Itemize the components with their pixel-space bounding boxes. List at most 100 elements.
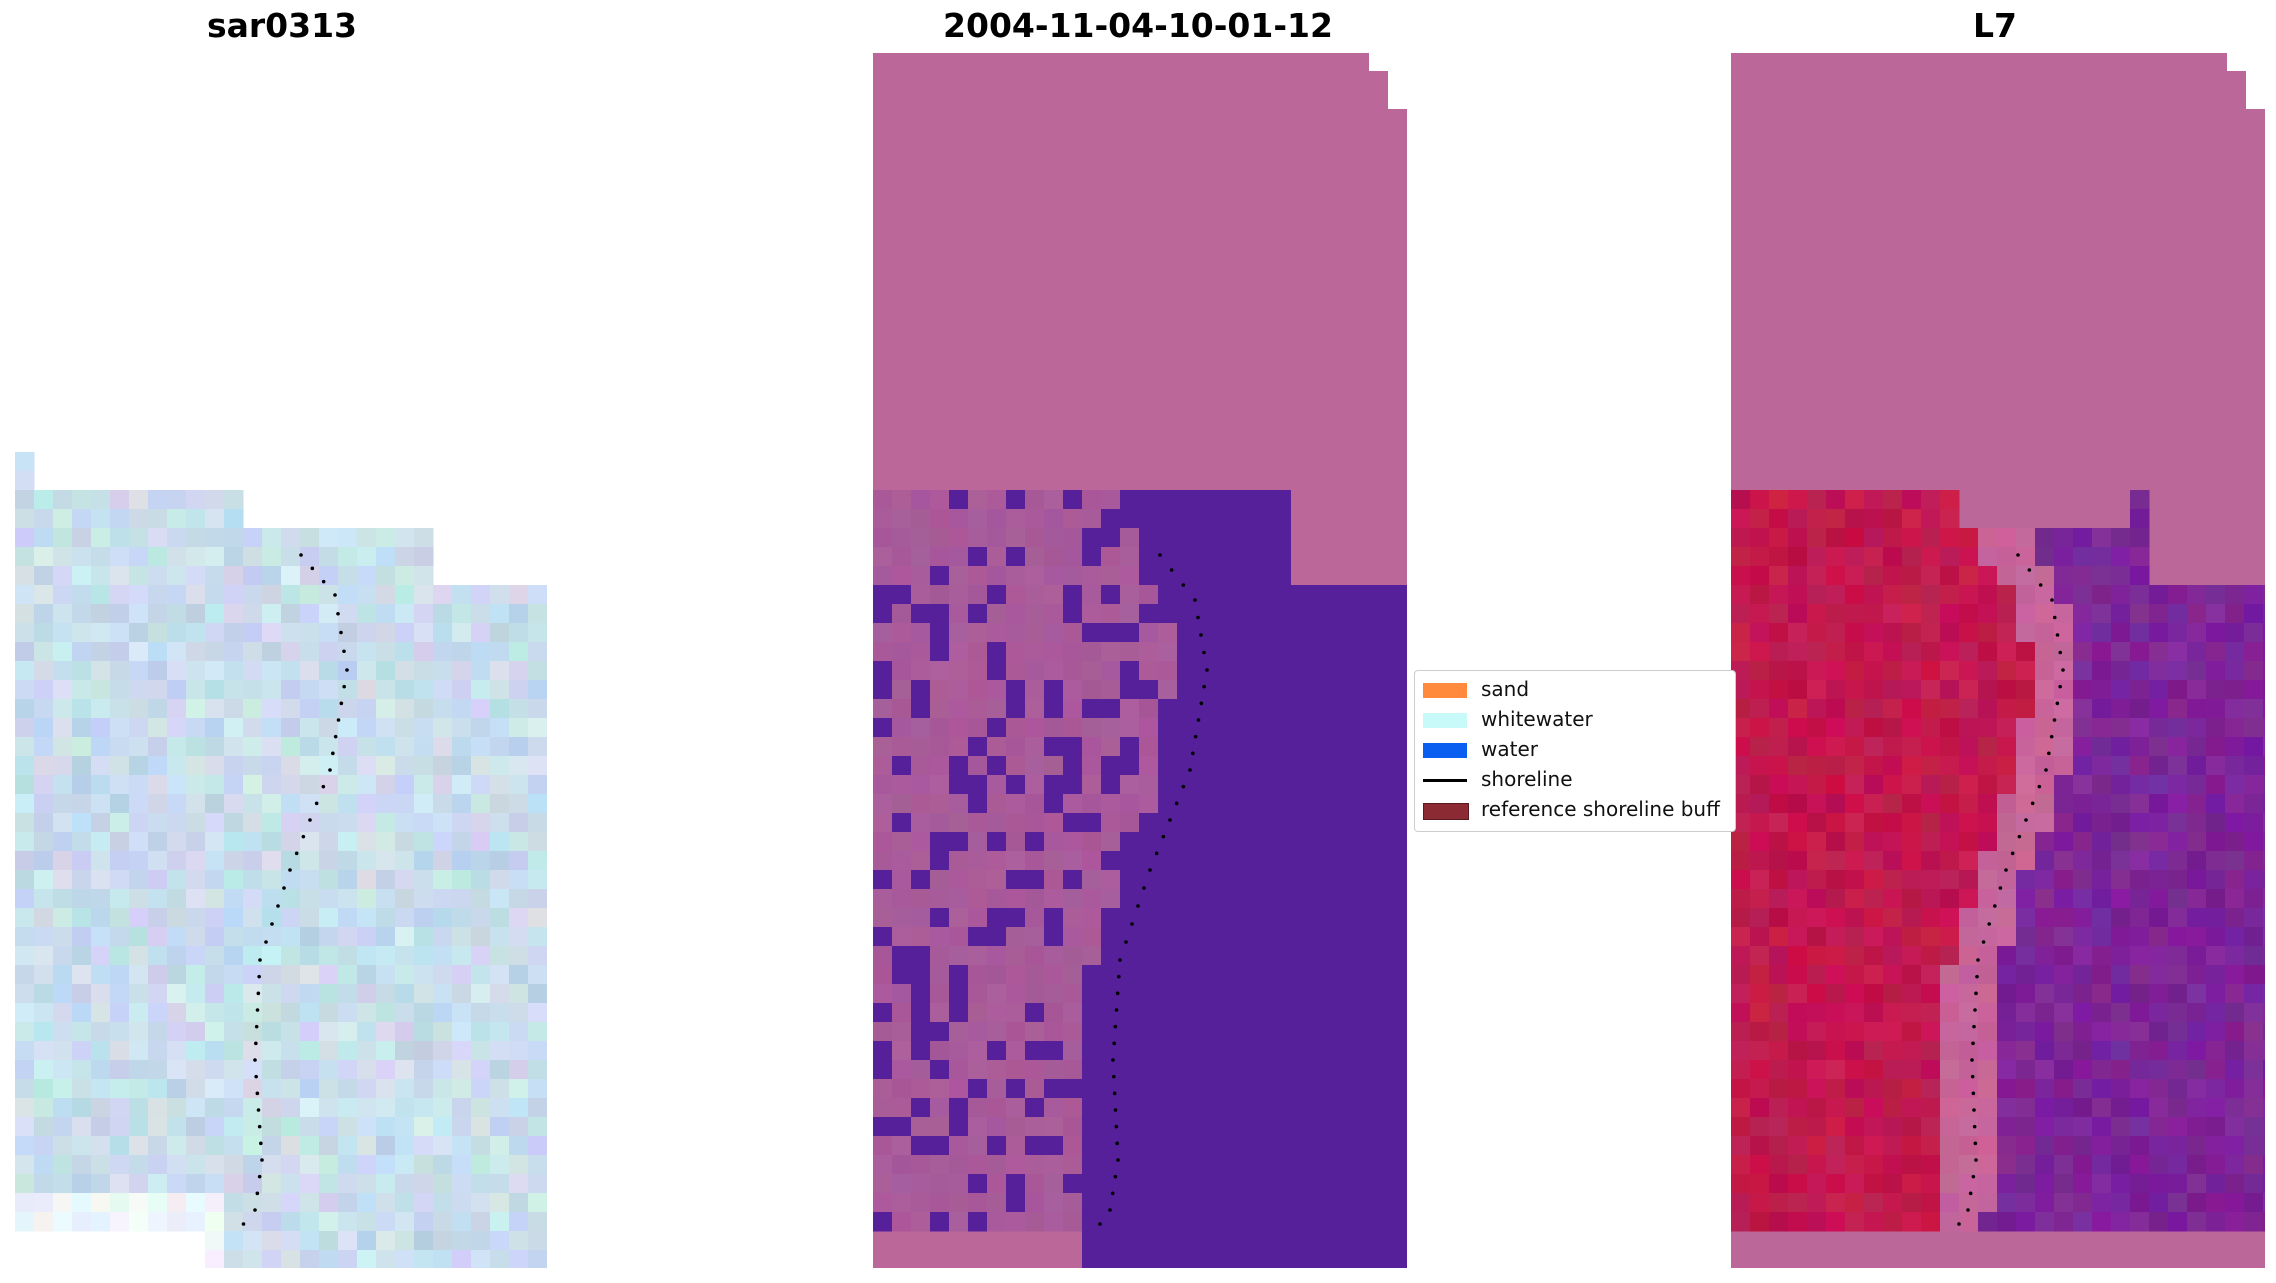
class-pixel <box>1196 984 1216 1004</box>
l7-pixel <box>2016 965 2036 985</box>
sar-pixel <box>129 1003 149 1023</box>
l7-pixel <box>2168 699 2188 719</box>
class-pixel <box>1234 1231 1254 1251</box>
l7-pixel <box>1997 756 2017 776</box>
l7-pixel <box>1731 642 1751 662</box>
class-pixel <box>1025 832 1045 852</box>
class-pixel <box>1253 889 1273 909</box>
l7-pixel <box>1959 566 1979 586</box>
l7-pixel <box>1788 1193 1808 1213</box>
sar-pixel <box>167 1212 187 1232</box>
sar-pixel <box>528 889 547 909</box>
class-pixel <box>968 1022 988 1042</box>
class-pixel <box>1044 1174 1064 1194</box>
class-pixel <box>1272 623 1292 643</box>
sar-pixel <box>433 1174 453 1194</box>
l7-pixel <box>2035 737 2055 757</box>
l7-pixel <box>1750 1060 1770 1080</box>
class-pixel <box>1310 756 1330 776</box>
l7-pixel <box>1750 1212 1770 1232</box>
sar-pixel <box>490 1212 510 1232</box>
l7-pixel <box>1940 756 1960 776</box>
sar-pixel <box>281 661 301 681</box>
l7-pixel <box>1845 794 1865 814</box>
sar-pixel <box>414 1231 434 1251</box>
class-pixel <box>987 1174 1007 1194</box>
l7-pixel <box>2073 547 2093 567</box>
l7-pixel <box>1807 566 1827 586</box>
sar-pixel <box>433 718 453 738</box>
class-pixel <box>1405 1174 1407 1194</box>
class-pixel <box>1082 1022 1102 1042</box>
sar-pixel <box>243 794 263 814</box>
l7-pixel <box>2263 1117 2265 1137</box>
l7-pixel <box>1826 1193 1846 1213</box>
l7-pixel <box>2149 889 2169 909</box>
class-pixel <box>1234 756 1254 776</box>
l7-pixel <box>1940 908 1960 928</box>
l7-pixel <box>2263 585 2265 605</box>
l7-pixel <box>1731 984 1751 1004</box>
sar-pixel <box>490 813 510 833</box>
sar-pixel <box>395 718 415 738</box>
class-pixel <box>1025 547 1045 567</box>
l7-pixel <box>1864 984 1884 1004</box>
sar-pixel <box>357 642 377 662</box>
sar-pixel <box>243 908 263 928</box>
sar-pixel <box>148 927 168 947</box>
l7-pixel <box>2054 851 2074 871</box>
class-pixel <box>1310 737 1330 757</box>
sar-pixel <box>91 851 111 871</box>
sar-pixel <box>53 585 73 605</box>
l7-pixel <box>1807 642 1827 662</box>
l7-pixel <box>2263 642 2265 662</box>
l7-pixel <box>2168 680 2188 700</box>
class-pixel <box>1006 946 1026 966</box>
l7-pixel <box>2149 1060 2169 1080</box>
l7-pixel <box>1902 1098 1922 1118</box>
class-pixel <box>1158 946 1178 966</box>
sar-pixel <box>262 1098 282 1118</box>
l7-pixel <box>2054 984 2074 1004</box>
sar-pixel <box>72 661 92 681</box>
class-pixel <box>892 851 912 871</box>
l7-pixel <box>1921 794 1941 814</box>
class-pixel <box>1215 490 1235 510</box>
l7-pixel <box>1807 927 1827 947</box>
legend-label: water <box>1481 737 1538 761</box>
l7-pixel <box>1902 623 1922 643</box>
sar-pixel <box>129 737 149 757</box>
sar-pixel <box>167 832 187 852</box>
class-pixel <box>1139 832 1159 852</box>
sar-pixel <box>319 1174 339 1194</box>
l7-pixel <box>2130 528 2150 548</box>
class-pixel <box>968 1060 988 1080</box>
class-pixel <box>1082 984 1102 1004</box>
class-pixel <box>873 775 893 795</box>
l7-pixel <box>2206 927 2226 947</box>
sar-pixel <box>528 604 547 624</box>
l7-pixel <box>1864 566 1884 586</box>
sar-pixel <box>129 1060 149 1080</box>
class-pixel <box>1329 547 1349 567</box>
sar-pixel <box>433 756 453 776</box>
class-pixel <box>1329 642 1349 662</box>
l7-pixel <box>2168 832 2188 852</box>
class-pixel <box>873 661 893 681</box>
sar-pixel <box>224 813 244 833</box>
sar-pixel <box>148 585 168 605</box>
class-pixel <box>1177 528 1197 548</box>
class-pixel <box>911 851 931 871</box>
l7-pixel <box>1807 623 1827 643</box>
sar-pixel <box>376 661 396 681</box>
class-pixel <box>892 756 912 776</box>
class-pixel <box>1063 718 1083 738</box>
sar-pixel <box>91 509 111 529</box>
sar-pixel <box>15 737 35 757</box>
sar-pixel <box>224 984 244 1004</box>
class-pixel <box>1253 965 1273 985</box>
l7-pixel <box>2073 604 2093 624</box>
class-pixel <box>930 1003 950 1023</box>
sar-pixel <box>167 699 187 719</box>
class-pixel <box>1405 775 1407 795</box>
